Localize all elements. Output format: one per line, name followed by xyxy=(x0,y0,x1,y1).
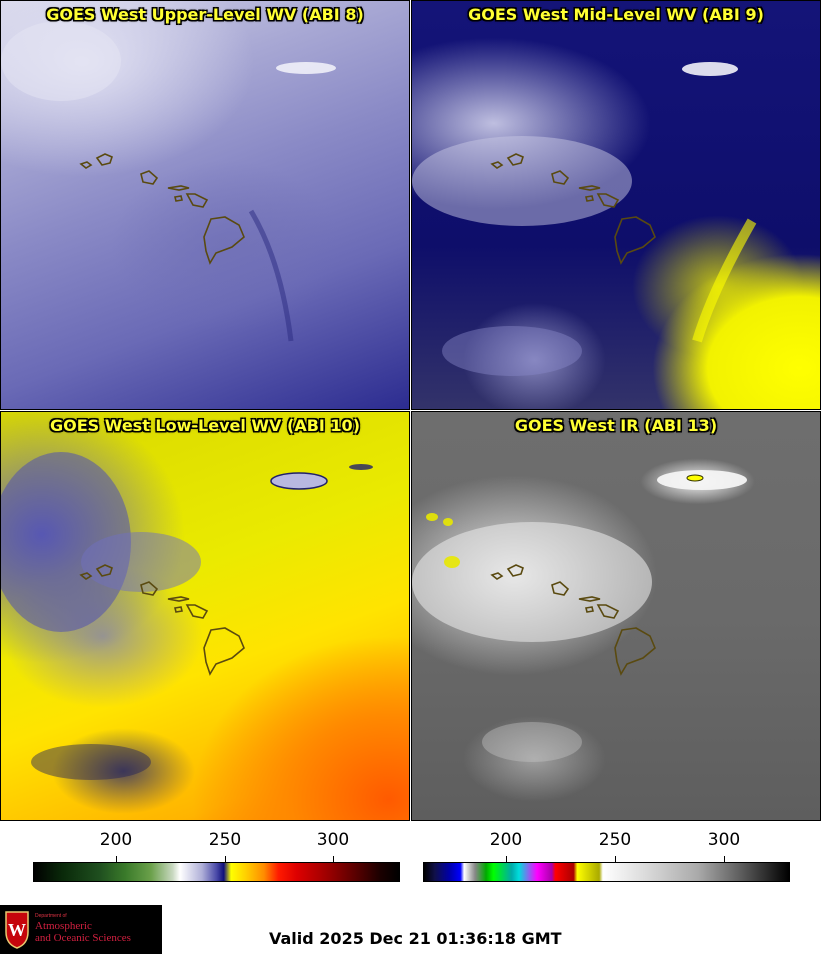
ir-colorbar-tick xyxy=(615,856,616,862)
wv-colorbar-tick-label: 300 xyxy=(316,830,350,850)
ir-colorbar xyxy=(423,862,790,882)
low-wv-imagery xyxy=(1,452,373,780)
ir-colorbar-tick-label: 250 xyxy=(598,830,632,850)
wv-colorbar-tick-label: 250 xyxy=(208,830,242,850)
wv-colorbar-tick xyxy=(333,856,334,862)
wv-colorbar-tick-label: 200 xyxy=(99,830,133,850)
ir-colorbar-tick xyxy=(724,856,725,862)
mid-wv-imagery xyxy=(412,62,757,376)
logo-line-1: Atmospheric xyxy=(35,920,92,932)
hawaii-coastline xyxy=(79,153,245,265)
wv-colorbar-tick xyxy=(116,856,117,862)
panel-title-upper-wv: GOES West Upper-Level WV (ABI 8) xyxy=(46,5,364,24)
ir-colorbar-tick xyxy=(506,856,507,862)
uw-crest-icon: W xyxy=(5,911,29,949)
hawaii-coastline xyxy=(490,564,656,676)
valid-time: Valid 2025 Dec 21 01:36:18 GMT xyxy=(269,929,562,948)
panel-title-mid-wv: GOES West Mid-Level WV (ABI 9) xyxy=(468,5,764,24)
ir-colorbar-tick-label: 200 xyxy=(489,830,523,850)
wv-colorbar xyxy=(33,862,400,882)
ir-colorbar-tick-label: 300 xyxy=(707,830,741,850)
svg-text:W: W xyxy=(8,920,26,940)
wv-colorbar-tick xyxy=(225,856,226,862)
panel-title-low-wv: GOES West Low-Level WV (ABI 10) xyxy=(49,416,360,435)
upper-level-wv-panel: GOES West Upper-Level WV (ABI 8) xyxy=(0,0,410,410)
upper-wv-imagery xyxy=(1,21,336,342)
logo-department-text: Department of xyxy=(35,913,67,919)
ir-imagery xyxy=(412,470,747,762)
logo-line-2: and Oceanic Sciences xyxy=(35,932,131,944)
panel-title-ir: GOES West IR (ABI 13) xyxy=(514,416,718,435)
hawaii-coastline xyxy=(490,153,656,265)
low-level-wv-panel: GOES West Low-Level WV (ABI 10) xyxy=(0,411,410,821)
hawaii-coastline xyxy=(79,564,245,676)
aos-logo: W Department of Atmospheric and Oceanic … xyxy=(0,905,162,954)
ir-panel: GOES West IR (ABI 13) xyxy=(411,411,821,821)
mid-level-wv-panel: GOES West Mid-Level WV (ABI 9) xyxy=(411,0,821,410)
